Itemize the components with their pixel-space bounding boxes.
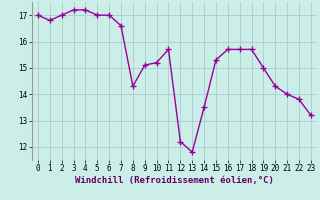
X-axis label: Windchill (Refroidissement éolien,°C): Windchill (Refroidissement éolien,°C): [75, 176, 274, 185]
